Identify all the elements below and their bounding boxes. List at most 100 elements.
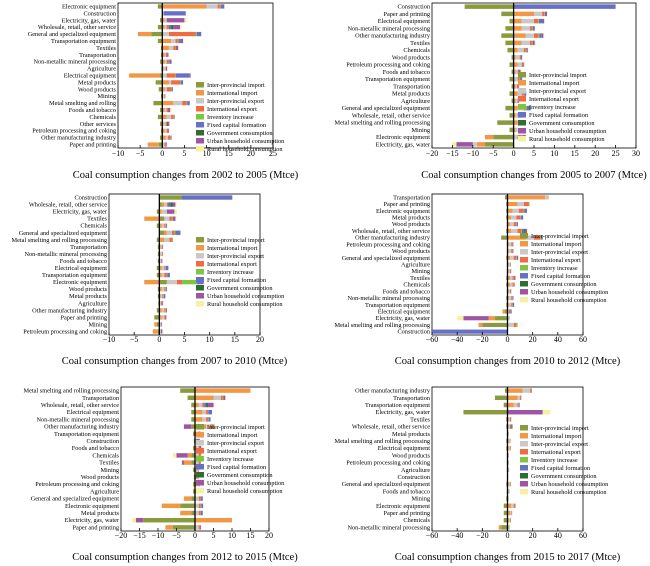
legend-swatch	[518, 104, 526, 110]
legend-swatch	[196, 130, 204, 136]
bar-segment	[162, 128, 165, 133]
bar-segment	[510, 262, 511, 267]
bar-segment	[152, 329, 158, 334]
bar-segment	[528, 201, 530, 207]
bar-segment	[507, 409, 543, 415]
legend-label: Inventory increase	[529, 104, 576, 111]
category-label: Transportation	[393, 395, 431, 402]
bar-segment	[508, 242, 512, 247]
bar-segment	[168, 107, 171, 113]
bar-segment	[173, 25, 180, 30]
bar-segment	[160, 135, 163, 140]
bar-segment	[159, 322, 161, 327]
bar-segment	[222, 395, 224, 401]
bar-segment	[189, 73, 191, 78]
bar-segment	[507, 402, 514, 408]
category-label: General and specialized equipment	[28, 31, 117, 38]
bar-segment	[167, 52, 169, 57]
bar-segment	[515, 113, 518, 118]
bar-segment	[173, 45, 176, 51]
bar-segment	[162, 107, 165, 113]
bar-segment	[513, 11, 534, 17]
bar-segment	[545, 11, 548, 17]
bar-segment	[155, 80, 163, 85]
bar-segment	[543, 33, 545, 38]
category-label: Agriculture	[401, 467, 430, 474]
bar-segment	[159, 329, 161, 334]
bar-segment	[208, 417, 211, 422]
bar-segment	[531, 26, 533, 31]
legend-label: Government consumption	[207, 472, 273, 479]
legend-label: Government consumption	[529, 120, 595, 127]
x-tick-label: −10	[112, 149, 125, 158]
bar-segment	[510, 282, 513, 287]
bar-segment	[217, 4, 220, 9]
bar-segment	[507, 322, 514, 328]
bar-segment	[523, 208, 525, 213]
bar-segment	[511, 242, 513, 247]
bar-segment	[159, 265, 162, 271]
legend-label: Government consumption	[531, 473, 597, 480]
bar-segment	[521, 18, 534, 24]
bar-segment	[162, 329, 164, 334]
bar-segment	[165, 223, 167, 228]
bar-segment	[504, 388, 508, 393]
bar-segment	[531, 40, 533, 46]
bar-segment	[166, 107, 169, 113]
bar-segment	[525, 105, 527, 111]
category-label: General and specialized equipment	[342, 255, 431, 262]
bar-segment	[164, 107, 167, 113]
bar-segment	[157, 286, 160, 292]
bar-segment	[164, 25, 167, 30]
category-label: Transportation equipment	[54, 431, 119, 438]
x-tick-label: 5	[212, 531, 216, 540]
legend-swatch	[520, 289, 528, 295]
bar-segment	[505, 26, 514, 31]
bar-segment	[510, 289, 512, 294]
bar-segment	[505, 40, 514, 46]
category-label: Wholesale, retail, other service	[352, 112, 430, 119]
bar-segment	[494, 316, 508, 321]
x-tick-label: 20	[591, 149, 599, 158]
bar-segment	[512, 208, 519, 213]
bar-segment	[129, 73, 161, 78]
bar-segment	[162, 87, 165, 92]
x-tick-label: 0	[506, 531, 510, 540]
bar-segment	[199, 525, 201, 530]
category-label: Agriculture	[90, 488, 119, 495]
bar-segment	[510, 510, 512, 516]
bar-segment	[166, 308, 168, 313]
bar-segment	[195, 496, 199, 501]
x-tick-label: 25	[269, 149, 277, 158]
bar-segment	[159, 294, 161, 299]
bar-segment	[161, 322, 163, 327]
legend-swatch	[196, 245, 204, 251]
category-label: Other manufacturing industry	[355, 388, 431, 395]
bar-segment	[513, 98, 516, 104]
bar-segment	[174, 230, 176, 235]
bar-segment	[156, 308, 160, 313]
bar-segment	[159, 195, 182, 200]
legend-swatch	[196, 98, 204, 104]
bar-segment	[521, 40, 530, 46]
bar-segment	[193, 489, 195, 494]
bar-segment	[512, 295, 514, 301]
bar-segment	[516, 255, 519, 260]
bar-segment	[513, 113, 516, 118]
bar-segment	[518, 208, 524, 213]
bar-segment	[510, 269, 512, 274]
legend-label: International export	[531, 449, 581, 456]
x-tick-label: 60	[579, 531, 587, 540]
category-label: Electrical equipment	[378, 309, 431, 316]
category-label: General and specialized equipment	[342, 481, 431, 488]
bar-segment	[515, 127, 518, 133]
bar-segment	[159, 202, 162, 207]
category-label: Other services	[80, 121, 117, 128]
bar-segment	[532, 26, 535, 31]
bar-segment	[508, 489, 509, 494]
bar-segment	[511, 228, 518, 234]
bar-segment	[508, 445, 511, 451]
bar-segment	[196, 467, 198, 473]
x-tick-label: 40	[554, 335, 562, 344]
